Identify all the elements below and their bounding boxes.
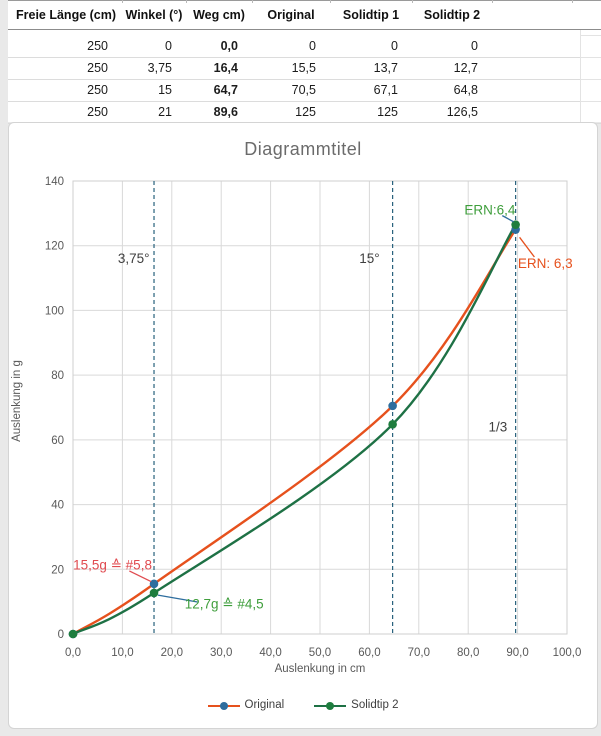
table-cell[interactable]: 0 [471, 39, 478, 53]
series-line-original[interactable] [72, 228, 517, 636]
chart-annotation[interactable]: 12,7g ≙ #4,5 [185, 596, 264, 611]
table-cell[interactable]: 125 [295, 105, 316, 119]
table-header-cell[interactable]: Weg cm) [193, 8, 245, 22]
table-cell[interactable]: 15 [158, 83, 172, 97]
annotation-leader-line [129, 570, 152, 583]
y-tick-label: 120 [45, 241, 64, 253]
chart-annotation[interactable]: ERN:6,4 [464, 203, 516, 218]
chart-annotation[interactable]: 15° [359, 251, 379, 266]
data-point-marker[interactable] [149, 579, 159, 589]
table-cell[interactable]: 250 [87, 83, 108, 97]
y-tick-label: 80 [51, 370, 64, 382]
table-cell[interactable]: 64,7 [213, 83, 238, 97]
table-body: 250 0 0,0 0 0 0 250 3,75 16,4 15,5 13,7 12,7 250 15 64… [8, 36, 601, 124]
chart-frame[interactable]: Diagrammtitel 0 20 40 60 80 100 120 140 0,0 10,0 2… [8, 122, 598, 729]
x-tick-label: 0,0 [65, 647, 81, 659]
table-cell[interactable]: 67,1 [373, 83, 398, 97]
table-cell[interactable]: 250 [87, 61, 108, 75]
chart-title[interactable]: Diagrammtitel [244, 139, 362, 159]
table-cell[interactable]: 0 [391, 39, 398, 53]
plot-area[interactable]: 0 20 40 60 80 100 120 140 0,0 10,0 20,0 30,0 40,0 50,… [9, 123, 597, 693]
annotation-leader-line [157, 594, 198, 603]
table-row: 250 0 0,0 0 0 0 [8, 36, 601, 58]
table-cell[interactable]: 0 [165, 39, 172, 53]
table-header-cell[interactable]: Freie Länge (cm) [16, 8, 117, 22]
x-axis-title[interactable]: Auslenkung in cm [274, 663, 366, 675]
y-axis-title[interactable]: Auslenkung in g [11, 360, 23, 442]
y-tick-label: 0 [58, 629, 64, 641]
annotation-leader-line [519, 236, 535, 258]
table-cell[interactable]: 125 [377, 105, 398, 119]
table-cell[interactable]: 250 [87, 39, 108, 53]
table-cell[interactable]: 3,75 [147, 61, 172, 75]
table-cell[interactable]: 64,8 [453, 83, 478, 97]
data-point-marker[interactable] [149, 588, 159, 598]
table-row: 250 21 89,6 125 125 126,5 [8, 102, 601, 124]
chart-annotation[interactable]: ERN: 6,3 [518, 256, 573, 271]
table-cell[interactable]: 15,5 [291, 61, 316, 75]
annotation-leader-line [501, 215, 514, 223]
chart-annotation[interactable]: 15,5g ≙ #5,8 [73, 558, 152, 573]
data-point-marker[interactable] [68, 629, 78, 639]
series-line-solidtip-2[interactable] [72, 224, 517, 636]
x-tick-label: 70,0 [408, 647, 430, 659]
column-boundary-ticks [8, 0, 601, 3]
x-tick-label: 80,0 [457, 647, 479, 659]
table-header-cell[interactable]: Solidtip 1 [342, 8, 400, 22]
legend-label: Solidtip 2 [351, 699, 399, 711]
x-tick-label: 30,0 [210, 647, 232, 659]
table-header-cell[interactable]: Winkel (°) [125, 8, 183, 22]
y-tick-label: 40 [51, 500, 64, 512]
table-cell[interactable]: 21 [158, 105, 172, 119]
legend-item-solidtip-2[interactable]: Solidtip 2 [314, 699, 398, 711]
legend-swatch [314, 701, 347, 710]
x-tick-label: 90,0 [506, 647, 528, 659]
table-header-cell[interactable]: Solidtip 2 [423, 8, 481, 22]
plot-border [72, 180, 568, 635]
chart-annotation[interactable]: 1/3 [488, 419, 507, 434]
x-tick-label: 10,0 [111, 647, 133, 659]
data-table: Freie Länge (cm) Winkel (°) Weg cm) Origina… [8, 0, 601, 124]
x-tick-label: 100,0 [553, 647, 582, 659]
table-cell[interactable]: 89,6 [213, 105, 238, 119]
y-tick-label: 60 [51, 435, 64, 447]
table-cell[interactable]: 16,4 [213, 61, 238, 75]
legend-swatch [207, 701, 240, 710]
table-header-cell[interactable]: Original [267, 8, 315, 22]
y-tick-label: 100 [45, 305, 64, 317]
data-point-marker[interactable] [388, 420, 397, 429]
table-cell[interactable]: 13,7 [373, 61, 398, 75]
data-point-marker[interactable] [511, 220, 520, 229]
table-cell[interactable]: 0,0 [220, 39, 238, 53]
chart-legend[interactable]: Original Solidtip 2 [9, 699, 597, 711]
table-cell[interactable]: 70,5 [291, 83, 316, 97]
chart-annotation[interactable]: 3,75° [118, 251, 150, 266]
table-row: 250 3,75 16,4 15,5 13,7 12,7 [8, 58, 601, 80]
table-row: 250 15 64,7 70,5 67,1 64,8 [8, 80, 601, 102]
table-cell[interactable]: 0 [309, 39, 316, 53]
table-cell[interactable]: 126,5 [446, 105, 478, 119]
x-tick-label: 20,0 [161, 647, 183, 659]
x-tick-label: 60,0 [358, 647, 380, 659]
legend-label: Original [244, 699, 285, 711]
legend-item-original[interactable]: Original [207, 699, 285, 711]
x-tick-label: 40,0 [259, 647, 281, 659]
data-point-marker[interactable] [388, 401, 397, 411]
table-cell[interactable]: 12,7 [453, 61, 478, 75]
table-cell[interactable]: 250 [87, 105, 108, 119]
x-tick-label: 50,0 [309, 647, 331, 659]
y-tick-label: 20 [51, 564, 64, 576]
table-header-row: Freie Länge (cm) Winkel (°) Weg cm) Origina… [8, 0, 601, 30]
y-tick-label: 140 [45, 176, 64, 188]
